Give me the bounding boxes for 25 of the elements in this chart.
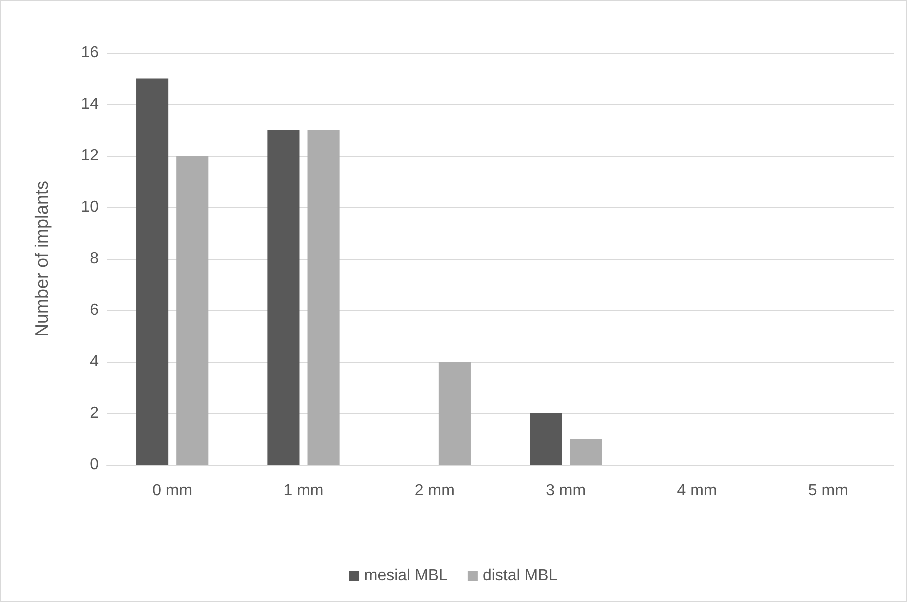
- bar: [438, 362, 471, 465]
- bar: [268, 130, 300, 465]
- y-axis-title: Number of implants: [32, 180, 52, 338]
- x-tick-label: 2 mm: [414, 482, 455, 500]
- legend-label: distal MBL: [482, 568, 558, 584]
- x-tick-label: 3 mm: [546, 482, 586, 500]
- bar: [570, 439, 602, 465]
- y-tick-label: 8: [90, 250, 100, 268]
- y-tick-label: 6: [90, 302, 100, 319]
- y-tick-label: 4: [90, 354, 100, 370]
- y-tick-label: 0: [90, 456, 100, 474]
- bar: [136, 78, 169, 465]
- bar: [530, 414, 562, 465]
- y-tick-label: 2: [90, 405, 100, 422]
- x-tick-label: 1 mm: [284, 482, 324, 500]
- x-tick-label: 4 mm: [677, 482, 718, 500]
- x-tick-label: 0 mm: [152, 482, 193, 500]
- bar: [176, 156, 209, 465]
- x-tick-label: 5 mm: [808, 482, 848, 500]
- bar: [308, 130, 340, 465]
- y-tick-label: 16: [81, 44, 100, 62]
- y-tick-label: 10: [81, 199, 100, 216]
- legend-label: mesial MBL: [364, 568, 448, 584]
- y-tick-label: 14: [81, 96, 100, 113]
- y-tick-label: 12: [81, 148, 100, 164]
